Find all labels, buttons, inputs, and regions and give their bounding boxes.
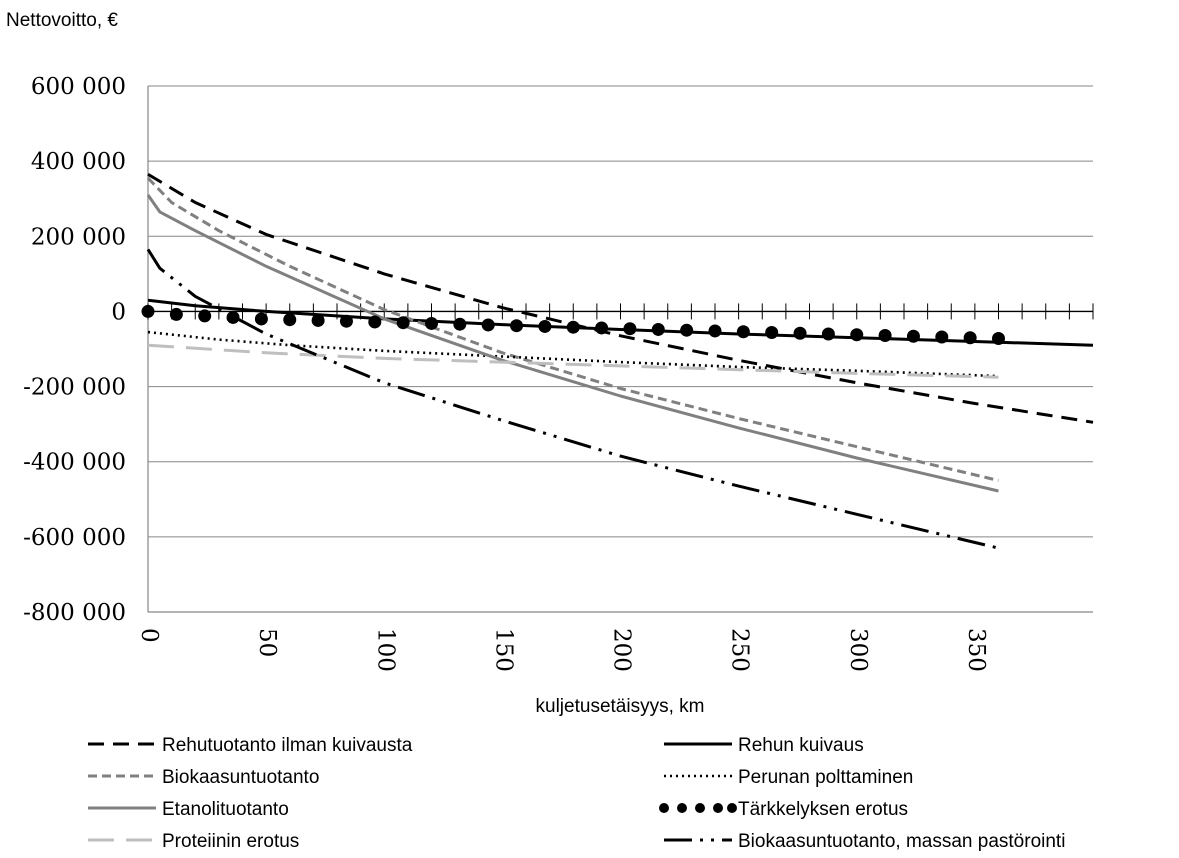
x-tick-label: 50 (254, 628, 280, 657)
y-tick-label: 600 000 (31, 74, 126, 100)
x-axis-title: kuljetusetäisyys, km (536, 696, 705, 717)
series-point-t-rkkelyksen-erotus (680, 323, 694, 337)
series-point-t-rkkelyksen-erotus (708, 324, 722, 338)
y-tick-label: -800 000 (23, 600, 126, 626)
legend-swatch (713, 803, 723, 813)
series-point-t-rkkelyksen-erotus (992, 331, 1005, 345)
y-tick-label: -200 000 (23, 375, 126, 401)
series-line-etanolituotanto (146, 194, 999, 493)
series-point-t-rkkelyksen-erotus (623, 322, 637, 336)
series-point-t-rkkelyksen-erotus (198, 309, 212, 323)
series-point-t-rkkelyksen-erotus (935, 330, 949, 344)
x-tick-label: 150 (490, 628, 516, 672)
y-tick-label: 0 (111, 299, 126, 325)
series-point-t-rkkelyksen-erotus (339, 314, 353, 328)
series-point-t-rkkelyksen-erotus (254, 312, 268, 326)
series-point-t-rkkelyksen-erotus (765, 325, 779, 339)
legend-swatch (695, 803, 705, 813)
y-axis-title: Nettovoitto, € (6, 10, 118, 31)
series-point-t-rkkelyksen-erotus (141, 304, 155, 318)
y-tick-label: -400 000 (23, 450, 126, 476)
series-point-t-rkkelyksen-erotus (311, 313, 325, 327)
series-point-t-rkkelyksen-erotus (453, 317, 467, 331)
legend-label: Etanolituotanto (162, 799, 289, 820)
legend-swatch (677, 803, 687, 813)
series-point-t-rkkelyksen-erotus (566, 320, 580, 334)
x-tick-label: 300 (845, 628, 871, 672)
series-line-biokaasuntuotanto-massan-past-rointi (146, 248, 999, 550)
legend-label: Biokaasuntuotanto, massan pastörointi (738, 831, 1065, 852)
series-line-proteiinin-erotus (147, 343, 999, 379)
legend-label: Biokaasuntuotanto (162, 767, 319, 788)
series-point-t-rkkelyksen-erotus (878, 328, 892, 342)
series-point-t-rkkelyksen-erotus (821, 327, 835, 341)
series-line-perunan-polttaminen (147, 330, 999, 378)
legend-label: Tärkkelyksen erotus (738, 799, 908, 820)
x-tick-label: 100 (372, 628, 398, 672)
x-tick-label: 350 (963, 628, 989, 672)
series-point-t-rkkelyksen-erotus (283, 313, 297, 327)
series-point-t-rkkelyksen-erotus (226, 310, 240, 324)
series-point-t-rkkelyksen-erotus (538, 319, 552, 333)
series-point-t-rkkelyksen-erotus (963, 331, 977, 345)
series-line-biokaasuntuotanto (146, 177, 999, 482)
series-point-t-rkkelyksen-erotus (651, 322, 665, 336)
legend-label: Rehutuotanto ilman kuivausta (162, 735, 413, 756)
legend-label: Proteiinin erotus (162, 831, 299, 852)
series-point-t-rkkelyksen-erotus (906, 329, 920, 343)
legend-label: Rehun kuivaus (738, 735, 864, 756)
y-tick-label: 200 000 (31, 224, 126, 250)
series-point-t-rkkelyksen-erotus (510, 319, 524, 333)
series-point-t-rkkelyksen-erotus (425, 316, 438, 330)
y-tick-label: 400 000 (31, 149, 126, 175)
series-point-t-rkkelyksen-erotus (396, 316, 410, 330)
series-point-t-rkkelyksen-erotus (595, 321, 609, 335)
series-point-t-rkkelyksen-erotus (850, 328, 864, 342)
x-tick-label: 250 (727, 628, 753, 672)
series-point-t-rkkelyksen-erotus (793, 326, 807, 340)
series-point-t-rkkelyksen-erotus (169, 307, 183, 321)
series-line-rehutuotanto-ilman-kuivausta (147, 173, 1094, 424)
x-tick-label: 200 (609, 628, 635, 672)
legend-swatch (727, 803, 737, 813)
series-point-t-rkkelyksen-erotus (736, 325, 750, 339)
series-point-t-rkkelyksen-erotus (481, 318, 495, 332)
legend-label: Perunan polttaminen (738, 767, 913, 788)
series-point-t-rkkelyksen-erotus (368, 315, 382, 329)
y-tick-label: -600 000 (23, 525, 126, 551)
x-tick-label: 0 (136, 628, 162, 643)
legend-swatch (659, 803, 669, 813)
